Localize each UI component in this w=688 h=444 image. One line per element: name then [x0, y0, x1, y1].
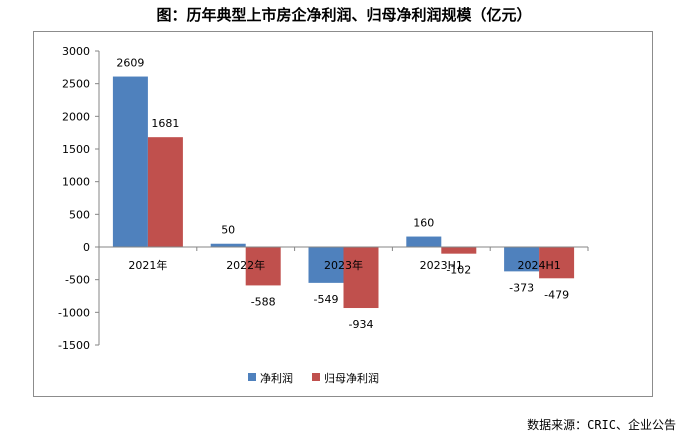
y-tick-label: 2000 — [62, 110, 90, 123]
x-axis: 2021年 2022年 2023年 2023H1 2024H1 — [98, 246, 589, 272]
bar-net-profit — [210, 243, 246, 247]
y-tick-label: 0 — [83, 241, 90, 254]
bar-parent-net-profit — [539, 247, 575, 279]
x-tick-label: 2022年 — [226, 258, 265, 272]
data-label: 1681 — [151, 117, 179, 130]
y-tick-label: 1500 — [62, 143, 90, 156]
y-tick-label: -1000 — [58, 306, 90, 319]
data-label: -934 — [349, 318, 374, 331]
bar-net-profit — [308, 247, 344, 283]
legend-swatch — [248, 373, 256, 381]
y-tick-label: 1000 — [62, 176, 90, 189]
y-tick-label: 500 — [69, 208, 90, 221]
legend-swatch — [312, 373, 320, 381]
y-tick-label: 3000 — [62, 45, 90, 58]
bar-net-profit — [112, 76, 148, 247]
y-tick-label: 2500 — [62, 78, 90, 91]
data-label: -549 — [314, 293, 339, 306]
x-tick-label: 2023H1 — [420, 259, 463, 272]
data-label: 160 — [413, 217, 434, 230]
data-source: 数据来源：CRIC、企业公告 — [527, 418, 676, 432]
bar-parent-net-profit — [343, 247, 379, 309]
legend: 净利润 归母净利润 — [248, 371, 379, 385]
bar-parent-net-profit — [245, 247, 281, 286]
x-tick-label: 2024H1 — [517, 259, 560, 272]
data-label: 2609 — [116, 57, 144, 70]
x-tick-label: 2023年 — [324, 258, 363, 272]
data-label: 50 — [221, 224, 235, 237]
data-label: -479 — [544, 288, 569, 301]
data-label: -373 — [509, 281, 534, 294]
x-tick-label: 2021年 — [128, 258, 167, 272]
legend-label: 归母净利润 — [324, 371, 379, 385]
bar-net-profit — [504, 247, 540, 272]
y-tick-label: -1500 — [58, 339, 90, 352]
y-tick-label: -500 — [65, 274, 90, 287]
bar-net-profit — [406, 236, 442, 247]
bars — [112, 76, 575, 309]
data-label: -588 — [251, 295, 276, 308]
chart-title: 图：历年典型上市房企净利润、归母净利润规模（亿元） — [156, 6, 532, 24]
data-label: -102 — [446, 264, 471, 277]
bar-parent-net-profit — [147, 137, 183, 247]
y-axis: 3000 2500 2000 1500 1000 500 0 -500 -1000 -1500 — [58, 45, 100, 352]
data-labels: 2609 1681 50 -588 -549 -934 160 -102 -373 -479 — [116, 57, 569, 331]
legend-label: 净利润 — [260, 371, 293, 385]
bar-parent-net-profit — [441, 247, 477, 254]
